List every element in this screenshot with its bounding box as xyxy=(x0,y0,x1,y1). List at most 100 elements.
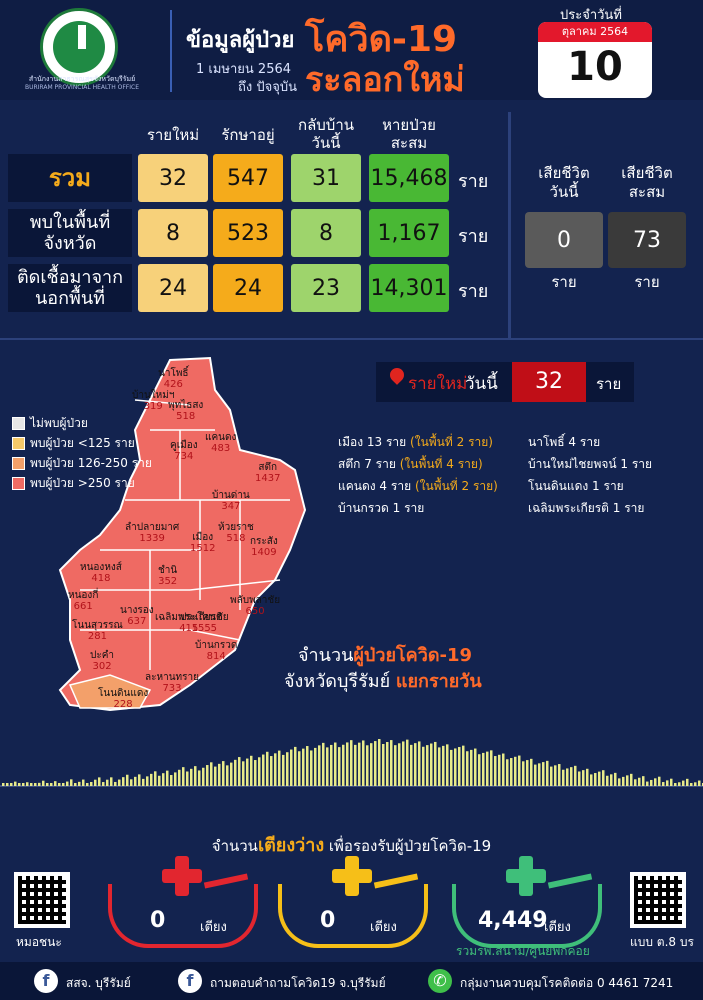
trend-bar xyxy=(530,758,533,786)
table-cell: 8 xyxy=(291,209,361,257)
trend-bar xyxy=(474,748,477,786)
district-label: เฉลิมพระเกียรติ 415 xyxy=(155,612,222,634)
qr-code-right[interactable] xyxy=(630,872,686,928)
trend-bar xyxy=(210,762,213,786)
trend-bar xyxy=(678,782,681,786)
footer-link[interactable]: กลุ่มงานควบคุมโรคติดต่อ 0 4461 7241 xyxy=(460,976,674,990)
trend-bar xyxy=(178,769,181,786)
bed-unit: เตียง xyxy=(370,920,397,935)
district-name: บ้านใหม่ฯ xyxy=(132,390,175,401)
col-header-discharged: กลับบ้าน วันนี้ xyxy=(298,116,354,152)
death-total-label: เสียชีวิต สะสม xyxy=(621,164,673,201)
org-name-en: BURIRAM PROVINCIAL HEALTH OFFICE xyxy=(24,84,140,91)
legend-label: พบผู้ป่วย 126-250 ราย xyxy=(30,456,152,470)
daily-district-item: นาโพธิ์ 4 ราย xyxy=(528,435,601,449)
trend-bar xyxy=(86,783,89,786)
trend-bar xyxy=(350,740,353,786)
new-today-label-red: รายใหม่ xyxy=(408,374,468,394)
trend-bar xyxy=(114,781,117,786)
trend-bar xyxy=(90,782,93,786)
footer-link[interactable]: สสจ. บุรีรัมย์ xyxy=(66,976,131,990)
bed-icon xyxy=(278,884,428,948)
trend-bar xyxy=(274,753,277,786)
trend-bar xyxy=(50,783,53,786)
district-label: แคนดง 483 xyxy=(205,432,236,454)
row-label: ติดเชื้อมาจาก นอกพื้นที่ xyxy=(8,264,132,312)
caption-line1: จำนวนผู้ป่วยโควิด-19 xyxy=(298,640,472,669)
phone-icon[interactable]: ✆ xyxy=(428,969,452,993)
bed-note: รวมรพ.สนาม/ศูนย์พักคอย xyxy=(456,944,590,958)
trend-bar xyxy=(218,763,221,786)
district-value: 352 xyxy=(158,576,178,587)
trend-bar xyxy=(386,742,389,786)
row-unit: ราย xyxy=(458,281,489,302)
trend-bar xyxy=(398,743,401,786)
trend-bar xyxy=(322,742,325,786)
trend-bar xyxy=(118,779,121,786)
qr-code-left[interactable] xyxy=(14,872,70,928)
trend-bar xyxy=(382,744,385,786)
district-name: โนนสุวรรณ xyxy=(72,620,123,631)
trend-bar xyxy=(78,781,81,786)
trend-bar xyxy=(634,779,637,786)
trend-bar xyxy=(30,783,33,786)
new-today-value: 32 xyxy=(512,362,586,402)
trend-bar xyxy=(186,771,189,786)
trend-bar xyxy=(418,741,421,786)
trend-bar xyxy=(346,742,349,786)
district-borders xyxy=(80,399,290,670)
trend-bar xyxy=(62,783,65,786)
trend-bar xyxy=(402,741,405,786)
trend-bar xyxy=(290,749,293,786)
trend-bar xyxy=(494,756,497,786)
trend-bar xyxy=(378,739,381,786)
district-label: ห้วยราช 518 xyxy=(218,522,254,544)
trend-bar xyxy=(278,750,281,786)
district-label: พลับพลาชัย 650 xyxy=(230,595,280,617)
trend-bar xyxy=(682,780,685,786)
trend-bar xyxy=(18,783,21,786)
trend-bar xyxy=(690,783,693,786)
district-value: 518 xyxy=(176,411,196,422)
trend-bar xyxy=(254,760,257,786)
trend-bar xyxy=(694,782,697,786)
trend-bar xyxy=(142,778,145,786)
facebook-icon[interactable]: f xyxy=(34,969,58,993)
trend-bar xyxy=(510,758,513,786)
trend-bar xyxy=(154,771,157,786)
trend-bar xyxy=(182,767,185,786)
table-cell: 15,468 xyxy=(369,154,449,202)
district-value: 228 xyxy=(113,699,133,710)
facebook-icon[interactable]: f xyxy=(178,969,202,993)
caption-line2-prefix: จังหวัดบุรีรัมย์ xyxy=(284,671,391,692)
trend-bar xyxy=(358,742,361,786)
daily-district-item: โนนดินแดง 1 ราย xyxy=(528,479,624,493)
daily-district-text: บ้านกรวด 1 ราย xyxy=(338,501,425,515)
trend-bar xyxy=(22,783,25,786)
beds-title-prefix: จำนวน xyxy=(211,837,258,855)
section-divider xyxy=(0,338,703,340)
trend-bar xyxy=(462,745,465,786)
trend-bar xyxy=(478,754,481,786)
trend-bar xyxy=(70,779,73,786)
legend-item: พบผู้ป่วย 126-250 ราย xyxy=(12,454,152,473)
bed-count: 4,449 xyxy=(478,908,548,933)
row-unit: ราย xyxy=(458,226,489,247)
district-name: ประโคนชัย xyxy=(180,612,229,623)
trend-bar xyxy=(54,781,57,786)
daily-district-note: (ในพื้นที่ 2 ราย) xyxy=(410,435,493,449)
bed-icon xyxy=(108,884,258,948)
trend-bar xyxy=(194,766,197,786)
footer-link[interactable]: ถามตอบคำถามโควิด19 จ.บุรีรัมย์ xyxy=(210,976,386,990)
death-total-unit: ราย xyxy=(634,273,660,291)
legend-label: ไม่พบผู้ป่วย xyxy=(30,416,88,430)
district-value: 1437 xyxy=(255,473,281,484)
trend-bar xyxy=(598,771,601,786)
row-unit: ราย xyxy=(458,171,489,192)
trend-bar xyxy=(526,760,529,786)
trend-bar xyxy=(170,775,173,786)
district-name: กระสัง xyxy=(250,536,278,547)
trend-bar xyxy=(442,745,445,786)
trend-bar xyxy=(490,750,493,786)
calendar-day: 10 xyxy=(567,44,623,90)
